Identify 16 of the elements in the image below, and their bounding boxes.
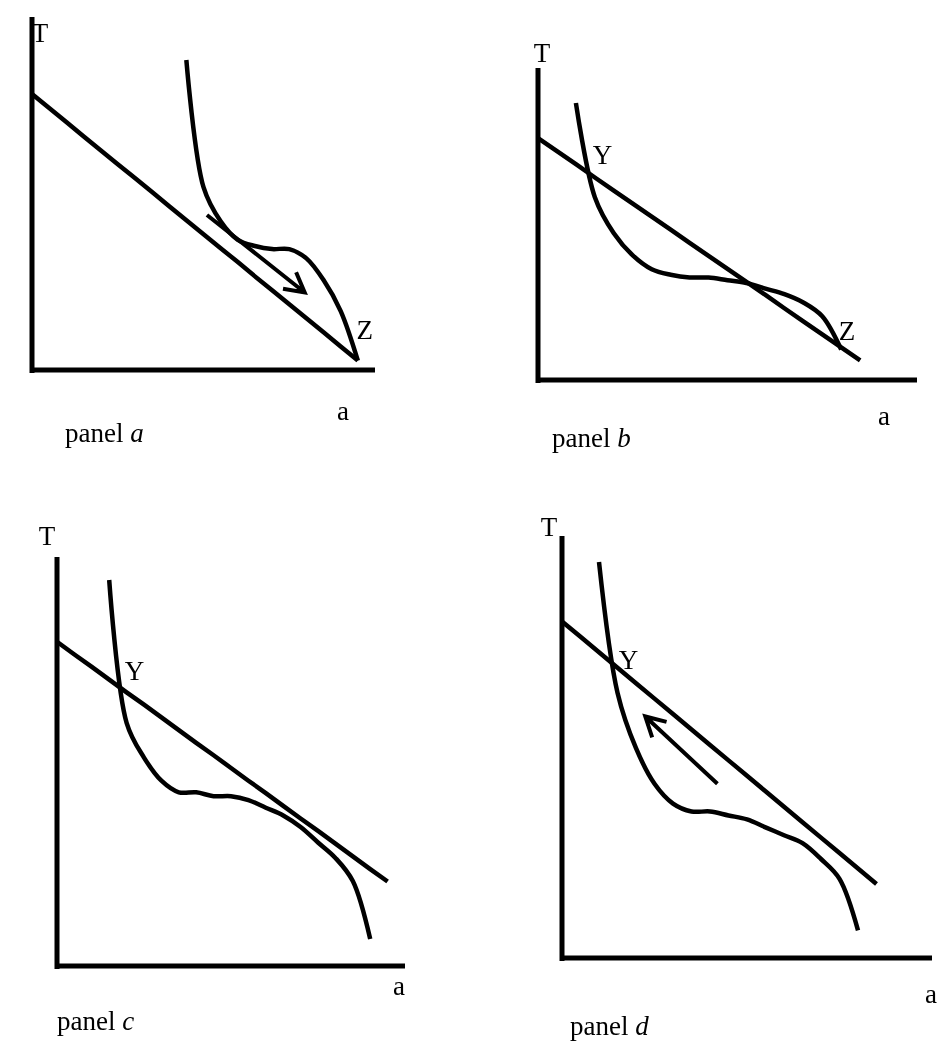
annotation: Z	[356, 315, 373, 345]
text: panel a	[65, 418, 144, 448]
x-axis-title: a	[393, 971, 406, 1001]
x-axis-title: a	[878, 401, 891, 431]
x-axis-title: a	[925, 979, 938, 1009]
text: panel b	[552, 423, 631, 453]
annotation: Z	[838, 315, 856, 346]
text: panel d	[570, 1011, 650, 1041]
y-axis-title: T	[533, 38, 551, 68]
text: panel c	[57, 1006, 135, 1036]
x-axis-title: a	[337, 396, 350, 426]
y-axis-title: T	[38, 521, 56, 551]
annotation: Y	[124, 656, 145, 687]
annotation: Y	[592, 139, 613, 170]
y-axis-title: T	[540, 512, 558, 542]
annotation: Y	[618, 644, 639, 675]
